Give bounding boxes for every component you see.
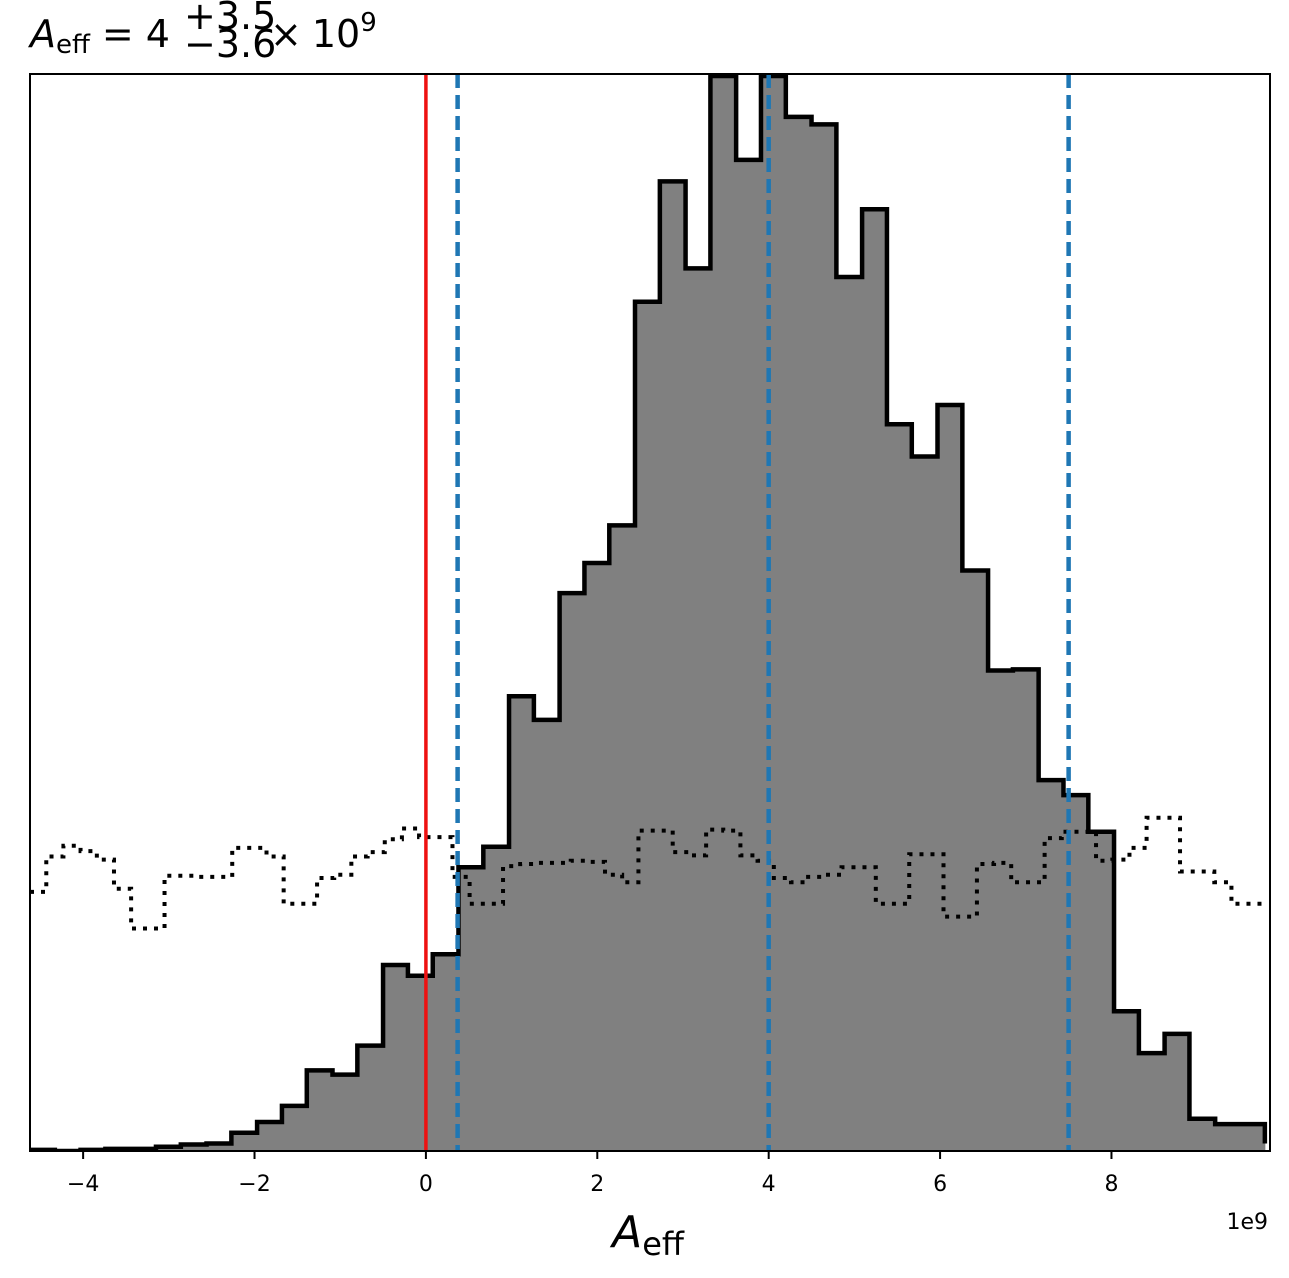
posterior-bar xyxy=(811,124,837,1151)
posterior-bar xyxy=(736,159,762,1151)
posterior-bar xyxy=(886,424,913,1151)
plot-frame xyxy=(29,73,1271,1152)
posterior-bar xyxy=(332,1074,358,1151)
posterior-bar xyxy=(862,209,888,1151)
posterior-bar xyxy=(1012,669,1040,1151)
posterior-bar xyxy=(1240,1124,1266,1151)
posterior-bar xyxy=(180,1144,208,1151)
x-tick-label: −4 xyxy=(67,1172,99,1197)
posterior-bar xyxy=(1114,1011,1140,1151)
posterior-bar xyxy=(911,456,939,1151)
posterior-bar xyxy=(483,846,510,1151)
plot-area xyxy=(30,74,1268,1151)
x-tick-label: 8 xyxy=(1104,1172,1118,1197)
posterior-bar xyxy=(357,1045,384,1151)
title-multiplier: × 109 xyxy=(270,8,377,56)
posterior-bar xyxy=(988,670,1014,1151)
x-tick-label: 6 xyxy=(933,1172,947,1197)
posterior-bar xyxy=(685,268,711,1151)
title-equals: = xyxy=(102,12,134,56)
x-axis-label: Aeff xyxy=(609,1207,685,1263)
posterior-bar xyxy=(584,562,610,1151)
x-offset-label: 1e9 xyxy=(1226,1210,1268,1235)
title-symbol: A xyxy=(27,12,56,56)
title-exponent: 9 xyxy=(360,8,377,38)
posterior-bar xyxy=(1215,1124,1241,1151)
posterior-bar xyxy=(710,76,737,1151)
posterior-bar xyxy=(836,277,863,1151)
posterior-bar xyxy=(306,1070,334,1151)
x-axis-label-subscript: eff xyxy=(642,1225,685,1263)
posterior-bar xyxy=(1063,795,1089,1151)
posterior-bar xyxy=(458,867,484,1151)
posterior-bar xyxy=(1038,780,1064,1151)
posterior-bar xyxy=(1088,831,1115,1151)
x-tick-label: 2 xyxy=(590,1172,604,1197)
posterior-bar xyxy=(1138,1053,1166,1151)
posterior-bar xyxy=(659,181,687,1151)
title-lower-error: −3.6 xyxy=(184,22,276,66)
prior-step-line xyxy=(30,815,1265,931)
posterior-bar xyxy=(206,1143,232,1151)
x-axis: −4 −2 0 2 4 6 8 xyxy=(67,1151,1118,1197)
chart-title: Aeff = 4 xyxy=(27,12,170,60)
posterior-bar xyxy=(785,116,813,1151)
x-tick-label: 0 xyxy=(419,1172,433,1197)
title-base: 10 xyxy=(312,12,360,56)
posterior-bar xyxy=(559,593,585,1151)
posterior-bar xyxy=(509,696,535,1151)
title-subscript: eff xyxy=(56,30,91,60)
posterior-bar xyxy=(257,1121,283,1151)
posterior-bar xyxy=(962,570,989,1151)
x-axis-label-symbol: A xyxy=(609,1207,642,1258)
posterior-bar xyxy=(1189,1118,1216,1151)
posterior-bar xyxy=(1164,1033,1190,1151)
posterior-bar xyxy=(432,954,459,1151)
posterior-bar xyxy=(937,404,963,1151)
title-upper-error: +3.5 xyxy=(184,0,276,38)
posterior-bar xyxy=(609,525,636,1151)
posterior-bar xyxy=(383,965,409,1151)
posterior-bar xyxy=(533,719,561,1151)
x-tick-label: 4 xyxy=(762,1172,776,1197)
title-times: × xyxy=(270,12,302,56)
posterior-step-outline xyxy=(30,74,1268,1151)
posterior-bar xyxy=(281,1105,308,1151)
posterior-bar xyxy=(760,76,787,1151)
title-median: 4 xyxy=(146,12,170,56)
x-tick-label: −2 xyxy=(238,1172,270,1197)
posterior-bar xyxy=(407,975,434,1151)
posterior-bar xyxy=(231,1132,258,1151)
posterior-bar xyxy=(635,301,661,1151)
